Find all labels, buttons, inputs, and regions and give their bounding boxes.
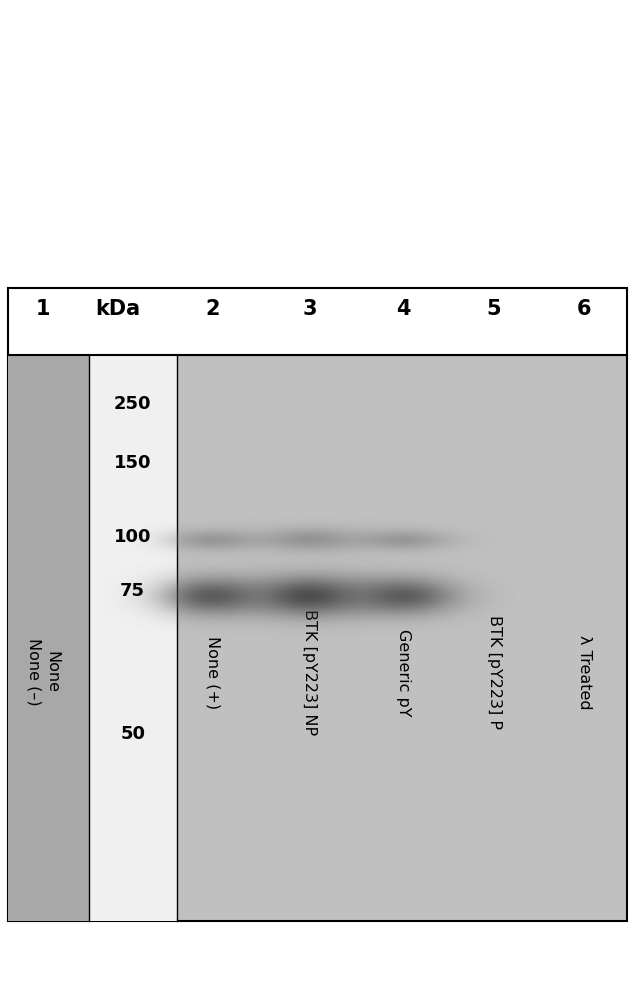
Text: 1: 1 — [36, 299, 50, 319]
Text: 5: 5 — [486, 299, 502, 319]
Text: 6: 6 — [577, 299, 591, 319]
Text: 100: 100 — [114, 528, 152, 546]
Text: 75: 75 — [120, 582, 145, 600]
Text: Generic pY: Generic pY — [396, 628, 411, 716]
Text: 3: 3 — [303, 299, 317, 319]
Text: BTK [pY223] NP: BTK [pY223] NP — [302, 609, 318, 736]
Text: 2: 2 — [206, 299, 220, 319]
Text: None (+): None (+) — [205, 635, 220, 709]
Bar — [8, 355, 627, 921]
Text: 150: 150 — [114, 454, 152, 472]
Bar — [8, 288, 627, 355]
Text: 50: 50 — [120, 725, 145, 743]
Bar — [89, 355, 177, 921]
Bar — [8, 355, 89, 921]
Text: λ Treated: λ Treated — [577, 635, 592, 709]
Text: 250: 250 — [114, 395, 152, 413]
Text: None
None (–): None None (–) — [27, 638, 60, 706]
Text: BTK [pY223] P: BTK [pY223] P — [486, 616, 502, 729]
Text: kDa: kDa — [95, 299, 140, 319]
Text: 4: 4 — [396, 299, 410, 319]
